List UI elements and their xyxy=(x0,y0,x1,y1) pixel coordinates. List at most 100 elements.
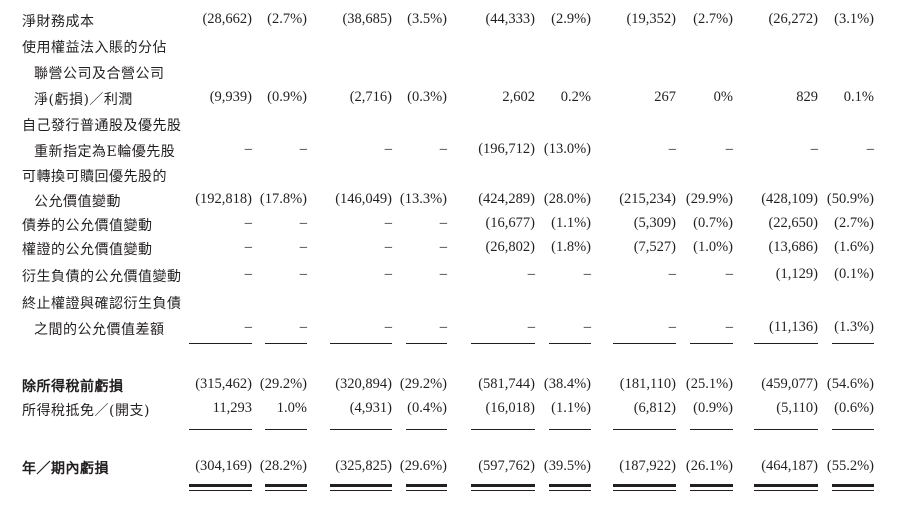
table-cell: (581,744) xyxy=(478,376,535,392)
table-cell: (3.5%) xyxy=(407,11,447,27)
table-cell: (38.4%) xyxy=(543,376,591,392)
row-label: 自己發行普通股及優先股 xyxy=(22,118,182,134)
table-cell: (6,812) xyxy=(633,400,676,416)
table-cell: – xyxy=(439,319,447,335)
table-rule xyxy=(549,484,591,490)
table-rule xyxy=(471,490,535,491)
table-cell: (26,272) xyxy=(768,11,818,27)
table-rule xyxy=(330,429,392,430)
table-cell: (1.1%) xyxy=(551,400,591,416)
table-rule xyxy=(690,343,733,344)
table-rule xyxy=(549,490,591,491)
table-cell: – xyxy=(439,215,447,231)
table-cell: 829 xyxy=(796,89,818,105)
table-cell: (428,109) xyxy=(761,191,818,207)
table-rule xyxy=(613,429,676,430)
table-cell: – xyxy=(299,266,307,282)
table-cell: (29.2%) xyxy=(259,376,307,392)
table-cell: (1.0%) xyxy=(693,239,733,255)
table-cell: (5,309) xyxy=(633,215,676,231)
table-cell: (459,077) xyxy=(761,376,818,392)
table-cell: (2.7%) xyxy=(834,215,874,231)
table-cell: (26.1%) xyxy=(685,458,733,474)
table-rule xyxy=(754,429,818,430)
table-cell: (0.6%) xyxy=(834,400,874,416)
table-cell: (29.6%) xyxy=(399,458,447,474)
table-cell: – xyxy=(439,266,447,282)
row-label: 淨財務成本 xyxy=(22,14,95,30)
table-cell: (5,110) xyxy=(776,400,818,416)
table-cell: 0.2% xyxy=(560,89,591,105)
table-cell: – xyxy=(384,141,392,157)
row-label: 聯營公司及合營公司 xyxy=(34,66,165,82)
table-cell: – xyxy=(668,266,676,282)
table-cell: (28.0%) xyxy=(543,191,591,207)
row-label: 除所得稅前虧損 xyxy=(22,379,124,395)
row-label: 重新指定為E輪優先股 xyxy=(34,144,176,160)
table-cell: (464,187) xyxy=(761,458,818,474)
table-rule xyxy=(754,484,818,490)
table-rule xyxy=(549,343,591,344)
table-cell: (215,234) xyxy=(619,191,676,207)
table-cell: (28,662) xyxy=(202,11,252,27)
table-cell: (0.3%) xyxy=(407,89,447,105)
table-cell: 0.1% xyxy=(843,89,874,105)
table-rule xyxy=(265,490,307,491)
table-rule xyxy=(754,490,818,491)
table-cell: (0.1%) xyxy=(834,266,874,282)
table-cell: (181,110) xyxy=(619,376,676,392)
table-cell: (13.0%) xyxy=(543,141,591,157)
table-rule xyxy=(690,490,733,491)
table-cell: – xyxy=(583,266,591,282)
table-cell: 2,602 xyxy=(502,89,535,105)
row-label: 可轉換可贖回優先股的 xyxy=(22,169,167,185)
table-cell: (1.8%) xyxy=(551,239,591,255)
table-cell: (4,931) xyxy=(349,400,392,416)
table-cell: (0.9%) xyxy=(267,89,307,105)
table-rule xyxy=(690,429,733,430)
table-rule xyxy=(189,490,252,491)
table-cell: (1,129) xyxy=(775,266,818,282)
table-cell: (16,018) xyxy=(485,400,535,416)
table-cell: (2.7%) xyxy=(693,11,733,27)
table-cell: – xyxy=(810,141,818,157)
table-cell: (7,527) xyxy=(633,239,676,255)
row-label: 權證的公允價值變動 xyxy=(22,242,153,258)
row-label: 使用權益法入賬的分佔 xyxy=(22,40,167,56)
table-cell: (28.2%) xyxy=(259,458,307,474)
table-cell: (192,818) xyxy=(195,191,252,207)
table-cell: 267 xyxy=(654,89,676,105)
table-rule xyxy=(189,429,252,430)
table-rule xyxy=(406,343,447,344)
table-rule xyxy=(471,484,535,490)
table-cell: (597,762) xyxy=(478,458,535,474)
table-cell: (0.4%) xyxy=(407,400,447,416)
table-cell: (13,686) xyxy=(768,239,818,255)
table-cell: (55.2%) xyxy=(826,458,874,474)
row-label: 債券的公允價值變動 xyxy=(22,218,153,234)
table-cell: – xyxy=(725,319,733,335)
table-cell: – xyxy=(583,319,591,335)
table-cell: (19,352) xyxy=(626,11,676,27)
table-rule xyxy=(406,490,447,491)
table-rule xyxy=(690,484,733,490)
table-cell: (26,802) xyxy=(485,239,535,255)
row-label: 公允價值變動 xyxy=(34,194,121,210)
row-label: 衍生負債的公允價值變動 xyxy=(22,269,182,285)
table-rule xyxy=(613,484,676,490)
table-rule xyxy=(613,343,676,344)
table-cell: (320,894) xyxy=(335,376,392,392)
table-cell: (29.9%) xyxy=(685,191,733,207)
table-cell: – xyxy=(244,319,252,335)
table-rule xyxy=(406,429,447,430)
table-rule xyxy=(471,343,535,344)
table-cell: 0% xyxy=(713,89,733,105)
table-rule xyxy=(189,484,252,490)
table-rule xyxy=(754,343,818,344)
table-rule xyxy=(832,490,874,491)
table-rule xyxy=(330,343,392,344)
table-rule xyxy=(471,429,535,430)
table-rule xyxy=(832,484,874,490)
table-rule xyxy=(189,343,252,344)
table-cell: (29.2%) xyxy=(399,376,447,392)
